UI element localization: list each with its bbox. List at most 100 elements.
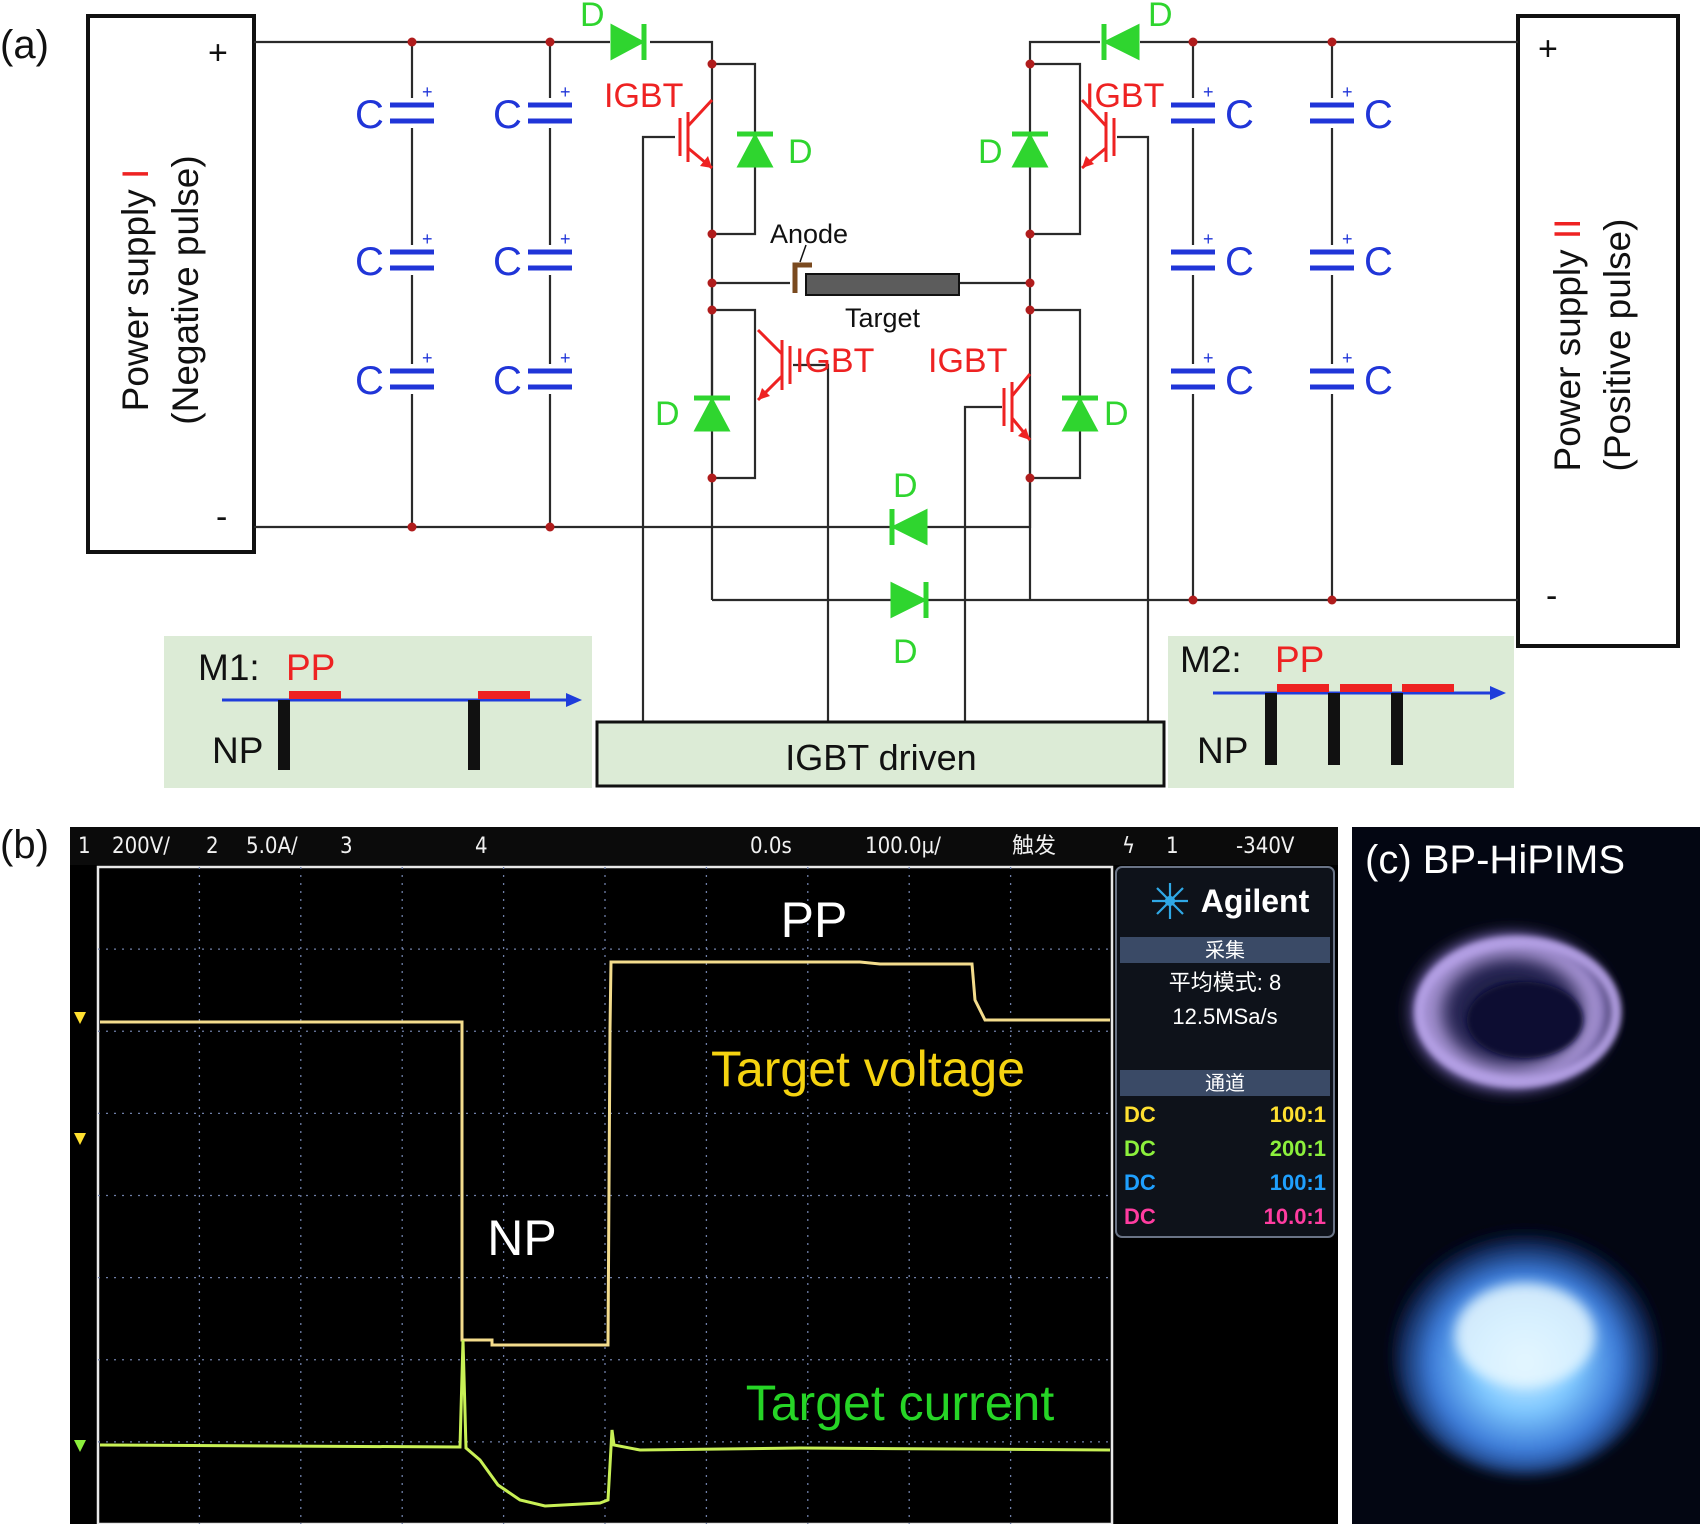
diode-label: D (893, 633, 918, 671)
target-current-label: Target current (746, 1375, 1055, 1431)
capacitor-plus: + (1342, 229, 1353, 249)
target: Target (805, 273, 960, 333)
mode-m2-pp: PP (1275, 639, 1324, 680)
ch4-number: 4 (475, 834, 488, 859)
capacitor: +C (493, 82, 572, 137)
igbt-label: IGBT (795, 342, 874, 380)
capacitor-label: C (1225, 359, 1254, 403)
target-voltage-label: Target voltage (711, 1041, 1025, 1097)
mode-m1: M1: PP NP (164, 636, 592, 788)
mode-m1-np: NP (212, 730, 263, 771)
diode-left-upper: D (736, 131, 813, 171)
power-supply-right: + - Power supply II (Positive pulse) (1516, 14, 1680, 648)
panel-a: (a) + - Power supply I (Negative pulse) … (0, 0, 1680, 788)
capacitor: +C (355, 82, 434, 137)
panel-b: (b) 1 200V/ 2 5.0A/ 3 4 0.0s 100.0µ/ 触发 … (0, 823, 1338, 1524)
target-label: Target (845, 303, 921, 333)
igbt-label: IGBT (928, 342, 1007, 380)
channel-coupling: DC (1124, 1102, 1156, 1127)
oscilloscope-side-panel: Agilent 采集 平均模式: 8 12.5MSa/s 通道 DC 100:1 D… (1115, 866, 1335, 1238)
panel-b-label: (b) (0, 823, 49, 867)
capacitor-plus: + (1342, 82, 1353, 102)
trigger-text: 触发 (1012, 834, 1056, 859)
target-current-trace (99, 1339, 1111, 1508)
panel-c-label: (c) BP-HiPIMS (1365, 838, 1625, 882)
pp-annotation: PP (781, 892, 848, 948)
diode-top-left: D (580, 0, 647, 61)
anode-label: Anode (770, 219, 848, 249)
diode-label: D (893, 467, 918, 505)
igbt-left-lower: IGBT (756, 328, 874, 402)
diode-right-lower: D (1061, 395, 1129, 433)
capacitor-label: C (355, 359, 384, 403)
capacitor: +C (1171, 82, 1254, 137)
igbt-left-upper: IGBT (604, 77, 714, 170)
mode-m2-title: M2: (1180, 639, 1242, 680)
junction-dots (407, 37, 1337, 605)
power-supply-right-minus: - (1546, 577, 1557, 615)
panel-c: (c) BP-HiPIMS (1352, 827, 1700, 1524)
capacitor: +C (493, 348, 572, 403)
ch1-scale: 200V/ (112, 834, 170, 859)
capacitor-label: C (355, 93, 384, 137)
power-supply-left-title: Power supply I (115, 169, 156, 412)
capacitor: +C (1171, 229, 1254, 284)
capacitor: +C (1310, 229, 1393, 284)
channel-title: 通道 (1205, 1072, 1245, 1095)
mode-m1-pp: PP (286, 647, 335, 688)
power-supply-right-title: Power supply II (1547, 219, 1588, 472)
ch2-scale: 5.0A/ (246, 834, 298, 859)
ch1-ground-marker (74, 1012, 86, 1024)
igbt-label: IGBT (1085, 77, 1164, 115)
oscilloscope-plot (74, 865, 1114, 1524)
trigger-channel: 1 (1166, 834, 1179, 859)
diode-label: D (1148, 0, 1173, 34)
capacitor-plus: + (422, 229, 433, 249)
power-supply-left: + - Power supply I (Negative pulse) (86, 14, 256, 554)
acquisition-mode: 平均模式: 8 (1169, 970, 1281, 995)
power-supply-right-plus: + (1538, 30, 1558, 68)
mode-m1-title: M1: (198, 647, 260, 688)
capacitor: +C (1310, 82, 1393, 137)
trigger-symbol: ϟ (1122, 834, 1135, 859)
mode-m2-np: NP (1197, 730, 1248, 771)
channel-coupling: DC (1124, 1170, 1156, 1195)
capacitor: +C (1171, 348, 1254, 403)
power-supply-right-subtitle: (Positive pulse) (1597, 219, 1638, 472)
capacitor-plus: + (560, 348, 571, 368)
igbt-right-lower: IGBT (928, 342, 1032, 441)
channel-ratio: 200:1 (1270, 1136, 1326, 1161)
channel-ratio: 10.0:1 (1264, 1204, 1326, 1229)
time-offset: 0.0s (750, 834, 792, 859)
brand-name: Agilent (1201, 883, 1310, 919)
diode-top-right: D (1101, 0, 1173, 61)
trigger-level: -340V (1236, 834, 1295, 859)
channel-coupling: DC (1124, 1136, 1156, 1161)
time-scale: 100.0µ/ (865, 834, 941, 859)
diode-label: D (1104, 395, 1129, 433)
diode-label: D (580, 0, 605, 34)
diodes: D D D D D (580, 0, 1173, 671)
acquisition-title: 采集 (1205, 939, 1245, 962)
capacitor-label: C (1364, 359, 1393, 403)
plasma-glow-top (1400, 924, 1624, 1100)
power-supply-left-plus: + (208, 34, 228, 72)
circuit-wires (254, 40, 1518, 722)
channel-ratio: 100:1 (1270, 1170, 1326, 1195)
capacitor-plus: + (1342, 348, 1353, 368)
igbt-driver-label: IGBT driven (785, 737, 976, 778)
capacitor-plus: + (560, 229, 571, 249)
anode: Anode (770, 219, 848, 293)
power-supply-left-subtitle: (Negative pulse) (165, 155, 206, 424)
diode-right-upper: D (978, 131, 1049, 171)
capacitor-label: C (1364, 240, 1393, 284)
capacitor-plus: + (1203, 82, 1214, 102)
panel-a-label: (a) (0, 23, 49, 67)
capacitor-bank-left: +C+C+C+C+C+C (355, 82, 572, 403)
capacitor: +C (355, 229, 434, 284)
capacitor-plus: + (422, 348, 433, 368)
power-supply-left-minus: - (216, 498, 227, 536)
igbt-right-upper: IGBT (1080, 77, 1164, 170)
diode-label: D (978, 133, 1003, 171)
diode-left-lower: D (655, 395, 731, 433)
